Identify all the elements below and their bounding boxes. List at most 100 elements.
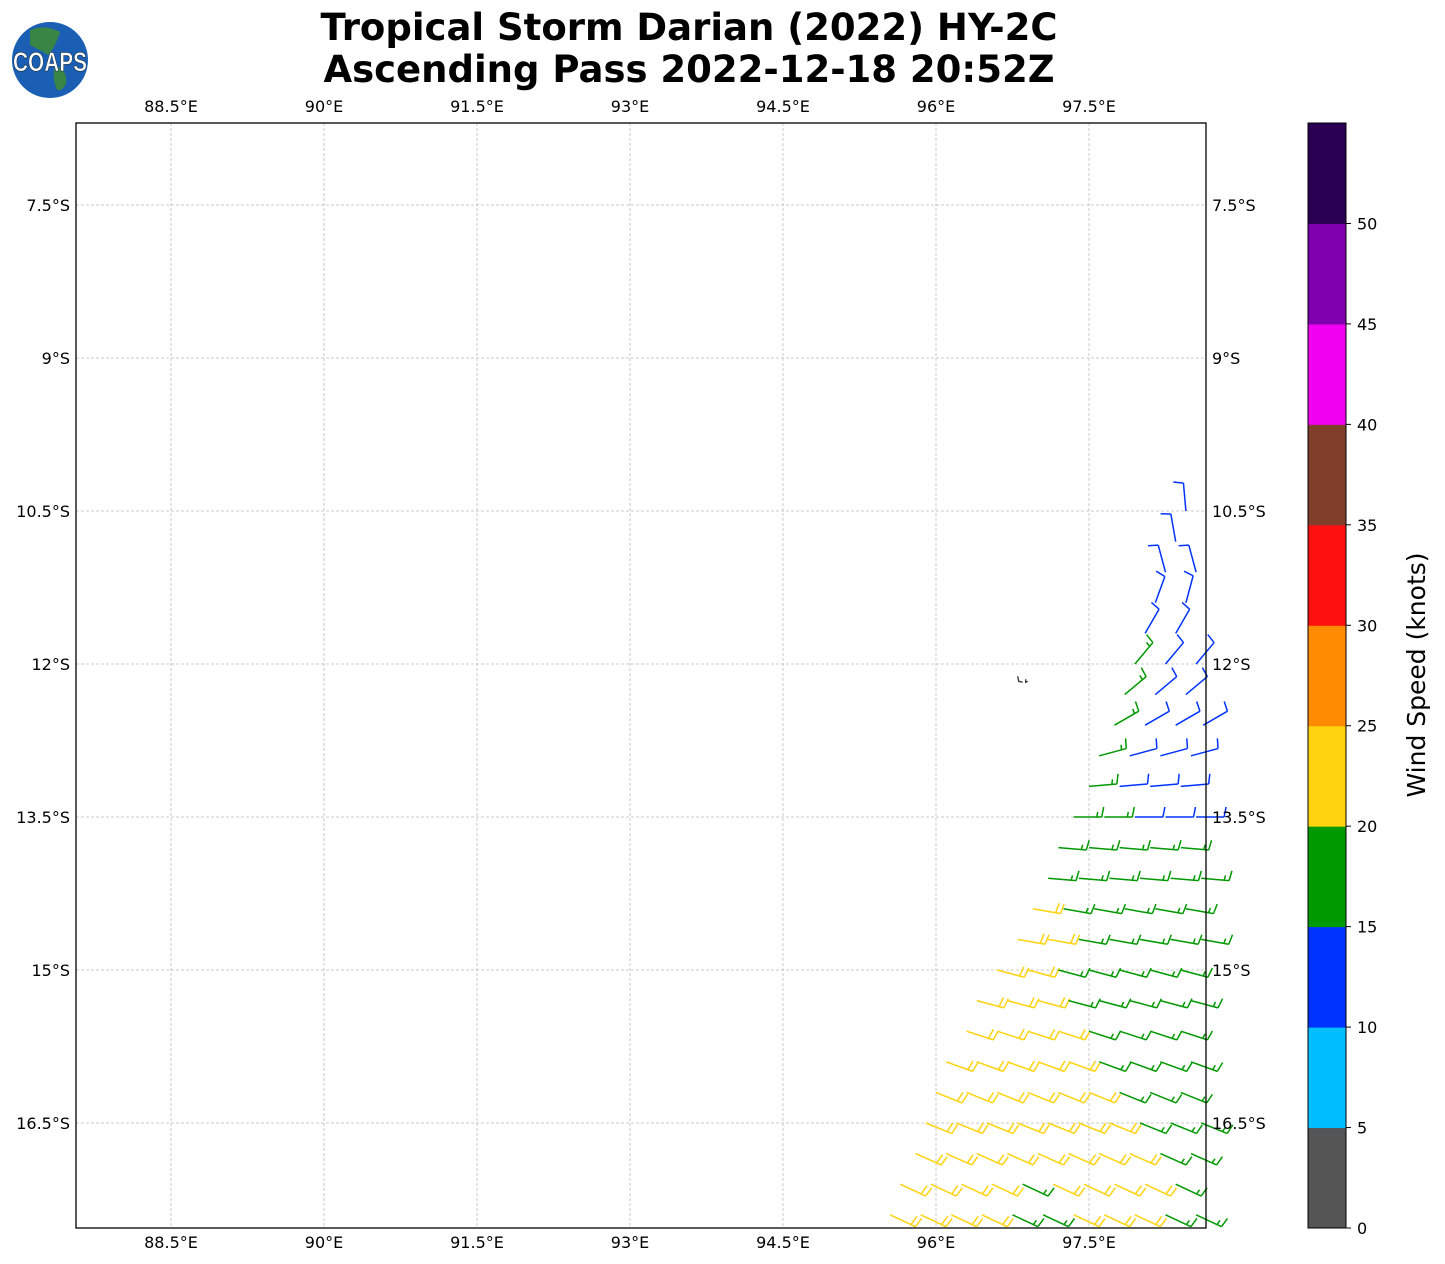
wind-barb (1114, 701, 1140, 726)
colorbar-tick-label: 5 (1357, 1119, 1367, 1138)
wind-barb (1119, 967, 1152, 978)
wind-barb (1058, 967, 1091, 978)
wind-barb (1042, 1214, 1076, 1228)
colorbar-bin (1308, 926, 1346, 1028)
wind-barb (1078, 870, 1111, 882)
colorbar-tick-label: 10 (1357, 1018, 1377, 1037)
wind-barb (1078, 934, 1111, 946)
colorbar-bin (1308, 123, 1346, 224)
right-lat-tick-label: 9°S (1212, 349, 1240, 368)
wind-barb (915, 1152, 948, 1166)
wind-barb (976, 997, 1010, 1009)
wind-barb (1150, 773, 1180, 788)
wind-barb (925, 1122, 958, 1135)
wind-barb (1129, 738, 1158, 757)
wind-barb (1144, 601, 1160, 634)
colorbar-tick-label: 45 (1357, 315, 1377, 334)
wind-barb (1202, 701, 1229, 726)
wind-barb (1017, 1122, 1050, 1135)
right-lat-tick-label: 13.5°S (1212, 808, 1266, 827)
left-lat-tick-label: 13.5°S (16, 808, 70, 827)
wind-barb (1195, 634, 1215, 665)
top-lon-tick-label: 91.5°E (450, 97, 504, 116)
right-lat-tick-label: 15°S (1212, 961, 1251, 980)
wind-barb (1154, 570, 1166, 604)
wind-barb (991, 1183, 1025, 1197)
wind-barb (950, 1214, 984, 1228)
wind-barb (1099, 998, 1132, 1009)
wind-barb (1058, 1091, 1091, 1104)
wind-barb (976, 1060, 1010, 1073)
wind-barb (1109, 934, 1142, 946)
map-frame (75, 122, 1207, 1229)
wind-barb (1078, 1122, 1111, 1135)
wind-barb (1012, 1214, 1045, 1228)
wind-barb (1047, 1122, 1081, 1135)
wind-barb (1154, 667, 1178, 696)
wind-barb (1139, 870, 1172, 882)
wind-barb (1129, 1152, 1162, 1166)
wind-barb (1134, 806, 1166, 818)
colorbar-tick-label: 0 (1357, 1219, 1367, 1238)
wind-barb (1058, 840, 1090, 851)
wind-barbs (889, 481, 1234, 1228)
wind-barb (1160, 738, 1189, 757)
wind-barb (899, 1183, 933, 1197)
wind-barb (1129, 998, 1163, 1009)
wind-barb (1180, 1030, 1214, 1041)
wind-barb (1180, 840, 1213, 851)
wind-barb (1088, 773, 1119, 788)
wind-barb (1037, 997, 1071, 1009)
colorbar-tick-label: 20 (1357, 817, 1377, 836)
wind-barb (997, 966, 1030, 978)
colorbar-tick-label: 15 (1357, 918, 1377, 937)
wind-barb (1196, 806, 1227, 818)
wind-barb (1144, 701, 1171, 726)
right-lat-tick-label: 10.5°S (1212, 502, 1266, 521)
wind-barb (1185, 903, 1218, 915)
wind-barb (945, 1152, 979, 1166)
wind-barb (1088, 967, 1122, 978)
colorbar-tick-label: 35 (1357, 516, 1377, 535)
wind-barb (1139, 1122, 1173, 1135)
wind-barb (1109, 870, 1141, 882)
wind-barb (1195, 1214, 1229, 1228)
colorbar-bin (1308, 625, 1346, 727)
wind-barb (1007, 1152, 1040, 1166)
wind-barb (1052, 1183, 1086, 1197)
colorbar-bin (1308, 223, 1346, 325)
axis-tick-labels: 88.5°E 88.5°E 90°E 90°E 91.5°E 91.5°E 93°E 93°E… (16, 97, 1266, 1252)
wind-barb (986, 1122, 1020, 1135)
top-lon-tick-label: 93°E (611, 97, 649, 116)
wind-barb (935, 1091, 969, 1104)
wind-barb (1178, 544, 1197, 573)
wind-barb (1098, 1152, 1132, 1166)
wind-barb (1068, 998, 1101, 1009)
wind-barb (1032, 903, 1065, 915)
figure-title-line2: Ascending Pass 2022-12-18 20:52Z (323, 48, 1055, 91)
wind-barb (996, 1091, 1030, 1104)
wind-barb (1027, 966, 1061, 978)
bottom-lon-tick-label: 94.5°E (756, 1233, 810, 1252)
wind-barb (1170, 934, 1203, 946)
wind-barb (961, 1183, 994, 1197)
colorbar-label: Wind Speed (knots) (1402, 552, 1431, 797)
bottom-lon-tick-label: 93°E (611, 1233, 649, 1252)
colorbar-bin (1308, 1027, 1346, 1129)
left-lat-tick-label: 16.5°S (16, 1114, 70, 1133)
wind-barb (1088, 1091, 1122, 1104)
wind-barb (1037, 1060, 1071, 1073)
colorbar: 0 5 10 15 20 25 30 35 40 45 50 (1307, 122, 1377, 1238)
wind-barb (981, 1214, 1014, 1228)
colorbar-frame (1307, 122, 1347, 1229)
colorbar-tick-label: 40 (1357, 415, 1377, 434)
top-lon-tick-label: 88.5°E (144, 97, 198, 116)
bottom-lon-tick-label: 91.5°E (450, 1233, 504, 1252)
wind-barb (966, 1029, 999, 1041)
wind-barb (1037, 1152, 1071, 1166)
wind-barb (1099, 738, 1127, 757)
wind-barb (1175, 1183, 1208, 1197)
wind-barb (1175, 701, 1201, 726)
wind-barb (1083, 1183, 1116, 1197)
wind-barb (1149, 1030, 1183, 1041)
